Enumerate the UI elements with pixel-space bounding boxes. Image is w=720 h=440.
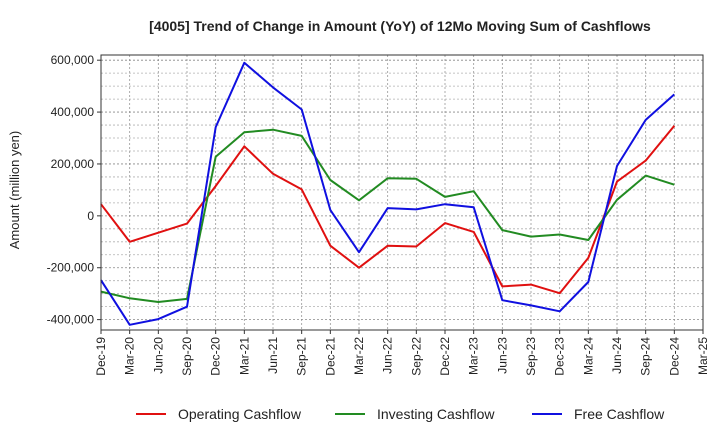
x-tick-label: Sep-23 [524, 337, 538, 376]
x-tick-label: Dec-19 [94, 337, 108, 376]
x-tick-label: Mar-24 [581, 337, 595, 375]
x-tick-label: Sep-20 [180, 337, 194, 376]
x-tick-label: Dec-24 [667, 337, 681, 376]
y-tick-label: -200,000 [47, 261, 95, 275]
y-tick-label: 200,000 [51, 157, 95, 171]
x-tick-label: Jun-24 [610, 337, 624, 374]
x-tick-label: Jun-21 [266, 337, 280, 374]
x-tick-label: Jun-20 [151, 337, 165, 374]
x-tick-label: Jun-23 [495, 337, 509, 374]
legend-label-operating-cashflow: Operating Cashflow [178, 406, 302, 422]
legend: Operating Cashflow Investing Cashflow Free… [136, 406, 665, 422]
x-tick-label: Sep-22 [409, 337, 423, 376]
y-tick-label: -400,000 [47, 313, 95, 327]
x-tick-label: Dec-22 [438, 337, 452, 376]
grid [100, 55, 704, 330]
x-tick-label: Mar-23 [467, 337, 481, 375]
legend-label-investing-cashflow: Investing Cashflow [377, 406, 495, 422]
y-tick-label: 600,000 [51, 53, 95, 67]
x-tick-label: Dec-20 [209, 337, 223, 376]
series-lines [100, 61, 676, 326]
y-tick-labels: -400,000 -200,000 0 200,000 400,000 600,000 [47, 53, 101, 327]
legend-label-free-cashflow: Free Cashflow [574, 406, 665, 422]
plot-frame [100, 54, 704, 331]
x-tick-label: Mar-20 [123, 337, 137, 375]
y-axis-label: Amount (million yen) [7, 131, 22, 250]
x-tick-label: Mar-25 [696, 337, 710, 375]
y-tick-label: 0 [87, 209, 94, 223]
x-tick-label: Mar-22 [352, 337, 366, 375]
operating-cashflow-line [100, 125, 676, 295]
free-cashflow-line [100, 61, 675, 326]
chart-title: [4005] Trend of Change in Amount (YoY) o… [149, 18, 651, 34]
x-tick-label: Dec-23 [553, 337, 567, 376]
x-tick-label: Dec-21 [323, 337, 337, 376]
x-tick-label: Mar-21 [237, 337, 251, 375]
x-tick-label: Jun-22 [381, 337, 395, 374]
x-tick-label: Sep-21 [295, 337, 309, 376]
x-tick-labels: Dec-19 Mar-20 Jun-20 Sep-20 Dec-20 Mar-21 Jun-… [94, 330, 710, 376]
x-tick-label: Sep-24 [639, 337, 653, 376]
y-tick-label: 400,000 [51, 105, 95, 119]
